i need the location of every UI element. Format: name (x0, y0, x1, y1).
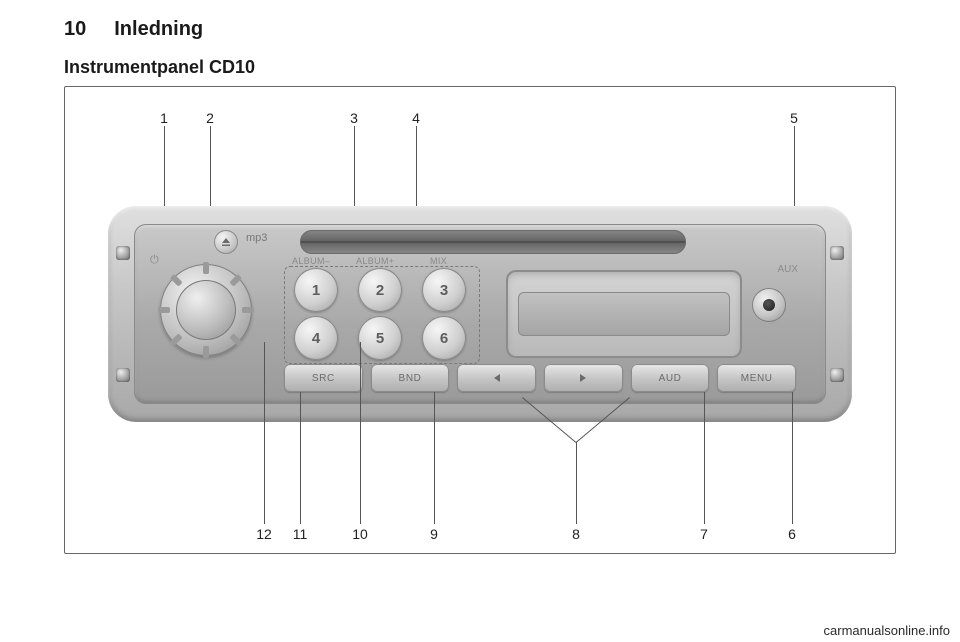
eject-icon (221, 237, 231, 247)
callout-9: 9 (430, 526, 438, 542)
radio-faceplate: mp3 ⏻ ALBUM– ALBUM+ (108, 206, 852, 422)
callout-11: 11 (293, 526, 308, 542)
preset-4[interactable]: 4 (294, 316, 338, 360)
callout-10: 10 (352, 526, 368, 542)
prev-button[interactable] (457, 364, 536, 392)
label-mix: MIX (430, 256, 447, 266)
prev-icon (492, 373, 502, 383)
aux-input[interactable] (752, 288, 786, 322)
figure-title: Instrumentpanel CD10 (0, 47, 960, 82)
leader-9 (434, 392, 435, 524)
footer-link: carmanualsonline.info (824, 623, 950, 638)
callout-6: 6 (788, 526, 796, 542)
preset-1[interactable]: 1 (294, 268, 338, 312)
aux-label: AUX (777, 264, 798, 275)
screw-bl (116, 368, 130, 382)
callout-3: 3 (350, 110, 358, 126)
callout-4: 4 (412, 110, 420, 126)
section-title: Inledning (114, 18, 203, 41)
preset-6[interactable]: 6 (422, 316, 466, 360)
preset-3[interactable]: 3 (422, 268, 466, 312)
faceplate-inner: mp3 ⏻ ALBUM– ALBUM+ (134, 224, 826, 404)
menu-button[interactable]: MENU (717, 364, 796, 392)
leader-6 (792, 392, 793, 524)
bnd-button[interactable]: BND (371, 364, 450, 392)
leader-8v (576, 442, 577, 524)
callout-12: 12 (256, 526, 272, 542)
display-window (506, 270, 742, 358)
aud-button[interactable]: AUD (631, 364, 710, 392)
page-header: 10 Inledning (0, 0, 960, 47)
label-album-plus: ALBUM+ (356, 256, 394, 266)
mp3-label: mp3 (246, 232, 267, 244)
screw-br (830, 368, 844, 382)
eject-button[interactable] (214, 230, 238, 254)
preset-2[interactable]: 2 (358, 268, 402, 312)
callout-5: 5 (790, 110, 798, 126)
leader-11 (300, 392, 301, 524)
cd-slot[interactable] (300, 230, 686, 254)
label-album-minus: ALBUM– (292, 256, 330, 266)
next-button[interactable] (544, 364, 623, 392)
page: 10 Inledning Instrumentpanel CD10 1 2 3 … (0, 0, 960, 642)
page-number: 10 (64, 18, 86, 41)
power-icon: ⏻ (150, 254, 159, 267)
volume-knob-core[interactable] (176, 280, 236, 340)
screw-tr (830, 246, 844, 260)
screw-tl (116, 246, 130, 260)
next-icon (578, 373, 588, 383)
callout-8: 8 (572, 526, 580, 542)
callout-1: 1 (160, 110, 168, 126)
preset-5[interactable]: 5 (358, 316, 402, 360)
figure: 1 2 3 4 5 carmanualsonline.info mp3 ⏻ (64, 86, 896, 554)
callout-2: 2 (206, 110, 214, 126)
src-button[interactable]: SRC (284, 364, 363, 392)
leader-7 (704, 392, 705, 524)
leader-12 (264, 342, 265, 524)
callout-7: 7 (700, 526, 708, 542)
leader-10 (360, 342, 361, 524)
